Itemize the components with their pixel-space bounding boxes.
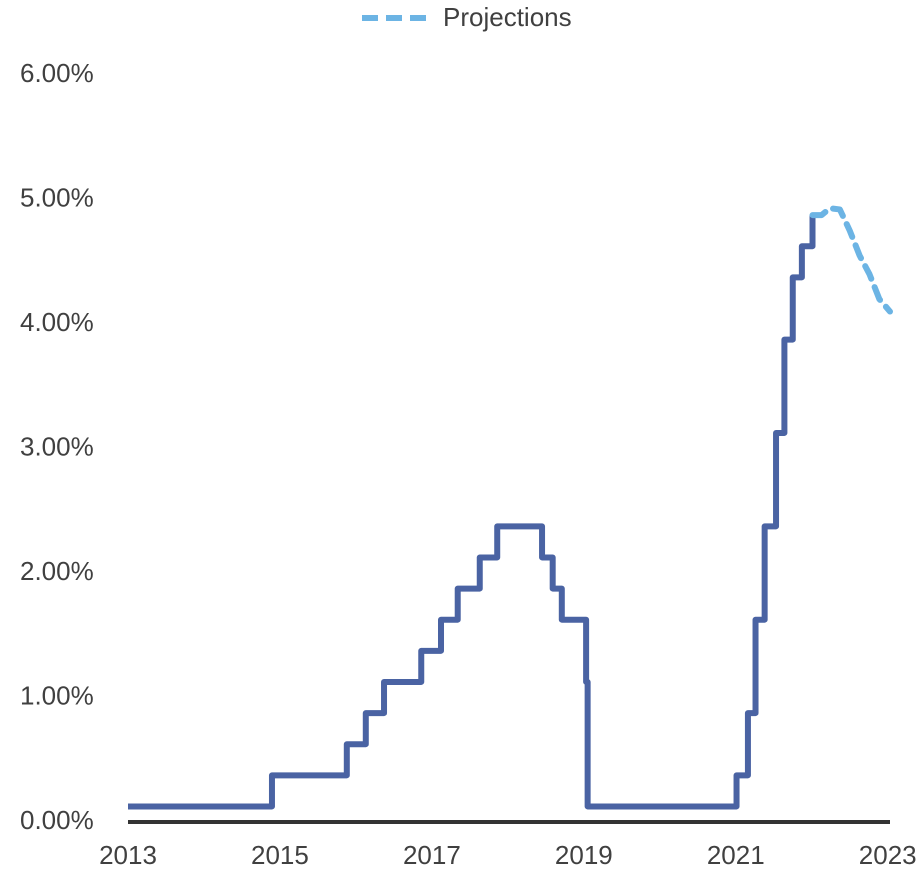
line-series xyxy=(128,215,816,810)
y-tick-label: 1.00% xyxy=(20,680,94,710)
x-tick-label: 2019 xyxy=(555,840,613,870)
x-tick-label: 2023 xyxy=(859,840,917,870)
x-tick-label: 2013 xyxy=(99,840,157,870)
y-tick-label: 3.00% xyxy=(20,431,94,461)
y-tick-label: 5.00% xyxy=(20,182,94,212)
y-tick-label: 6.00% xyxy=(20,58,94,88)
y-tick-label: 4.00% xyxy=(20,307,94,337)
x-tick-label: 2017 xyxy=(403,840,461,870)
y-tick-label: 2.00% xyxy=(20,556,94,586)
legend-label: Projections xyxy=(443,2,572,32)
line-series xyxy=(809,205,893,315)
x-tick-label: 2015 xyxy=(251,840,309,870)
y-tick-label: 0.00% xyxy=(20,805,94,835)
x-tick-label: 2021 xyxy=(707,840,765,870)
